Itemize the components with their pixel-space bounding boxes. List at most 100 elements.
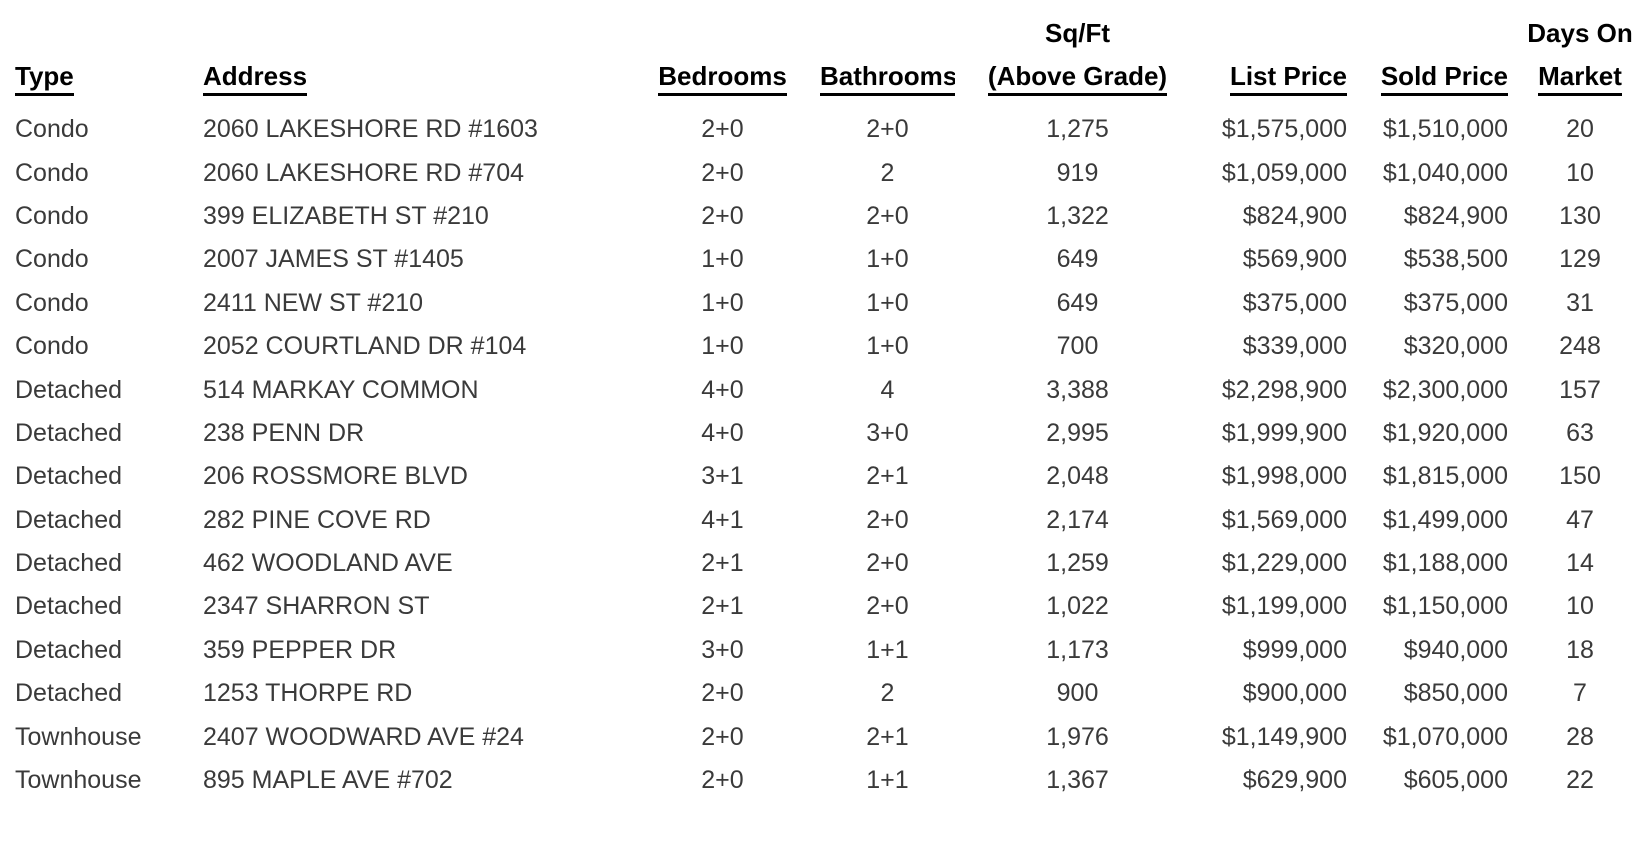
cell-days-on-market: 129 <box>1559 245 1601 274</box>
cell-bedrooms: 2+0 <box>701 766 744 795</box>
cell-list-price: $629,900 <box>1242 766 1347 795</box>
cell-list-price: $824,900 <box>1242 201 1347 230</box>
cell-sqft-above-grade: 900 <box>1056 679 1099 708</box>
cell-sold-price: $2,300,000 <box>1382 375 1508 404</box>
column-header-address: Address <box>190 0 625 108</box>
table-row: Townhouse 895 MAPLE AVE #702 2+0 1+1 1,367 $6… <box>0 759 1650 802</box>
cell-days-on-market: 7 <box>1573 679 1587 708</box>
cell-list-price: $1,149,900 <box>1221 722 1347 751</box>
cell-type: Condo <box>15 201 89 230</box>
cell-bathrooms: 2+0 <box>866 115 909 144</box>
cell-address: 2007 JAMES ST #1405 <box>203 245 464 274</box>
table-row: Condo 2060 LAKESHORE RD #704 2+0 2 919 $1,059… <box>0 151 1650 194</box>
cell-days-on-market: 10 <box>1566 592 1594 621</box>
cell-bedrooms: 3+0 <box>701 635 744 664</box>
cell-days-on-market: 248 <box>1559 332 1601 361</box>
cell-list-price: $1,059,000 <box>1221 158 1347 187</box>
cell-days-on-market: 130 <box>1559 201 1601 230</box>
cell-list-price: $1,999,900 <box>1221 418 1347 447</box>
cell-sqft-above-grade: 1,367 <box>1046 766 1109 795</box>
cell-sold-price: $1,510,000 <box>1382 115 1508 144</box>
cell-bathrooms: 4 <box>880 375 895 404</box>
cell-list-price: $569,900 <box>1242 245 1347 274</box>
cell-sold-price: $320,000 <box>1403 332 1508 361</box>
cell-sqft-above-grade: 2,048 <box>1046 462 1109 491</box>
cell-type: Condo <box>15 245 89 274</box>
table-row: Townhouse 2407 WOODWARD AVE #24 2+0 2+1 1,97… <box>0 715 1650 758</box>
cell-sqft-above-grade: 1,022 <box>1046 592 1109 621</box>
column-header-days-on-market: Days On Market <box>1510 0 1650 108</box>
cell-address: 2060 LAKESHORE RD #704 <box>203 158 525 187</box>
column-header-bathrooms-label: Bathrooms <box>820 62 955 96</box>
cell-bedrooms: 4+0 <box>701 375 744 404</box>
table-row: Detached 2347 SHARRON ST 2+1 2+0 1,022 $1,199… <box>0 585 1650 628</box>
cell-sold-price: $1,920,000 <box>1382 418 1508 447</box>
cell-sqft-above-grade: 1,275 <box>1046 115 1109 144</box>
table-row: Condo 2052 COURTLAND DR #104 1+0 1+0 700 $339… <box>0 325 1650 368</box>
cell-bathrooms: 1+1 <box>866 766 909 795</box>
table-row: Condo 2411 NEW ST #210 1+0 1+0 649 $375,000 $3… <box>0 282 1650 325</box>
table-row: Condo 2007 JAMES ST #1405 1+0 1+0 649 $569,90… <box>0 238 1650 281</box>
cell-address: 895 MAPLE AVE #702 <box>203 766 453 795</box>
cell-address: 399 ELIZABETH ST #210 <box>203 201 489 230</box>
cell-list-price: $2,298,900 <box>1221 375 1347 404</box>
cell-bedrooms: 4+0 <box>701 418 744 447</box>
cell-sqft-above-grade: 1,173 <box>1046 635 1109 664</box>
cell-type: Condo <box>15 332 89 361</box>
cell-bathrooms: 1+0 <box>866 245 909 274</box>
cell-sold-price: $1,070,000 <box>1382 722 1508 751</box>
cell-bedrooms: 1+0 <box>701 288 744 317</box>
cell-list-price: $999,000 <box>1242 635 1347 664</box>
cell-bedrooms: 2+0 <box>701 115 744 144</box>
cell-bathrooms: 3+0 <box>866 418 909 447</box>
cell-sold-price: $1,188,000 <box>1382 549 1508 578</box>
column-header-sqft-above-grade: Sq/Ft (Above Grade) <box>955 0 1200 108</box>
cell-list-price: $1,998,000 <box>1221 462 1347 491</box>
cell-days-on-market: 14 <box>1566 549 1594 578</box>
listings-table: Type Address Bedrooms Bathrooms Sq/Ft (Above … <box>0 0 1650 802</box>
cell-sqft-above-grade: 1,976 <box>1046 722 1109 751</box>
table-row: Condo 2060 LAKESHORE RD #1603 2+0 2+0 1,275 $… <box>0 108 1650 151</box>
cell-list-price: $375,000 <box>1242 288 1347 317</box>
cell-list-price: $1,575,000 <box>1221 115 1347 144</box>
cell-sold-price: $1,040,000 <box>1382 158 1508 187</box>
cell-address: 206 ROSSMORE BLVD <box>203 462 468 491</box>
cell-bathrooms: 2 <box>880 679 895 708</box>
table-row: Detached 282 PINE COVE RD 4+1 2+0 2,174 $1,56… <box>0 499 1650 542</box>
cell-bedrooms: 1+0 <box>701 332 744 361</box>
cell-bedrooms: 3+1 <box>701 462 744 491</box>
cell-type: Detached <box>15 635 123 664</box>
cell-sqft-above-grade: 1,322 <box>1046 201 1109 230</box>
cell-days-on-market: 150 <box>1559 462 1601 491</box>
cell-list-price: $1,229,000 <box>1221 549 1347 578</box>
cell-type: Detached <box>15 462 123 491</box>
cell-sqft-above-grade: 2,174 <box>1046 505 1109 534</box>
cell-bathrooms: 1+0 <box>866 332 909 361</box>
cell-sqft-above-grade: 3,388 <box>1046 375 1109 404</box>
cell-bedrooms: 2+1 <box>701 549 744 578</box>
cell-type: Condo <box>15 115 89 144</box>
column-header-sqft-above-grade-label: (Above Grade) <box>987 62 1168 96</box>
column-header-days-on-market-label: Market <box>1538 62 1622 96</box>
column-header-sqft-above-grade-top-line: Sq/Ft <box>1045 17 1110 48</box>
column-header-days-on-market-top-line: Days On <box>1527 17 1633 48</box>
cell-bathrooms: 2+0 <box>866 201 909 230</box>
table-row: Detached 1253 THORPE RD 2+0 2 900 $900,000 $85… <box>0 672 1650 715</box>
cell-bedrooms: 2+0 <box>701 679 744 708</box>
cell-bedrooms: 2+0 <box>701 722 744 751</box>
cell-bedrooms: 2+0 <box>701 201 744 230</box>
cell-days-on-market: 31 <box>1566 288 1594 317</box>
cell-bathrooms: 1+1 <box>866 635 909 664</box>
cell-sqft-above-grade: 2,995 <box>1046 418 1109 447</box>
cell-bedrooms: 4+1 <box>701 505 744 534</box>
table-row: Detached 238 PENN DR 4+0 3+0 2,995 $1,999,900… <box>0 412 1650 455</box>
cell-sqft-above-grade: 649 <box>1056 245 1099 274</box>
cell-bathrooms: 1+0 <box>866 288 909 317</box>
cell-type: Condo <box>15 158 89 187</box>
cell-sold-price: $1,150,000 <box>1382 592 1508 621</box>
cell-bathrooms: 2+0 <box>866 505 909 534</box>
cell-sold-price: $538,500 <box>1403 245 1508 274</box>
cell-sqft-above-grade: 919 <box>1056 158 1099 187</box>
column-header-bedrooms-label: Bedrooms <box>658 62 787 96</box>
